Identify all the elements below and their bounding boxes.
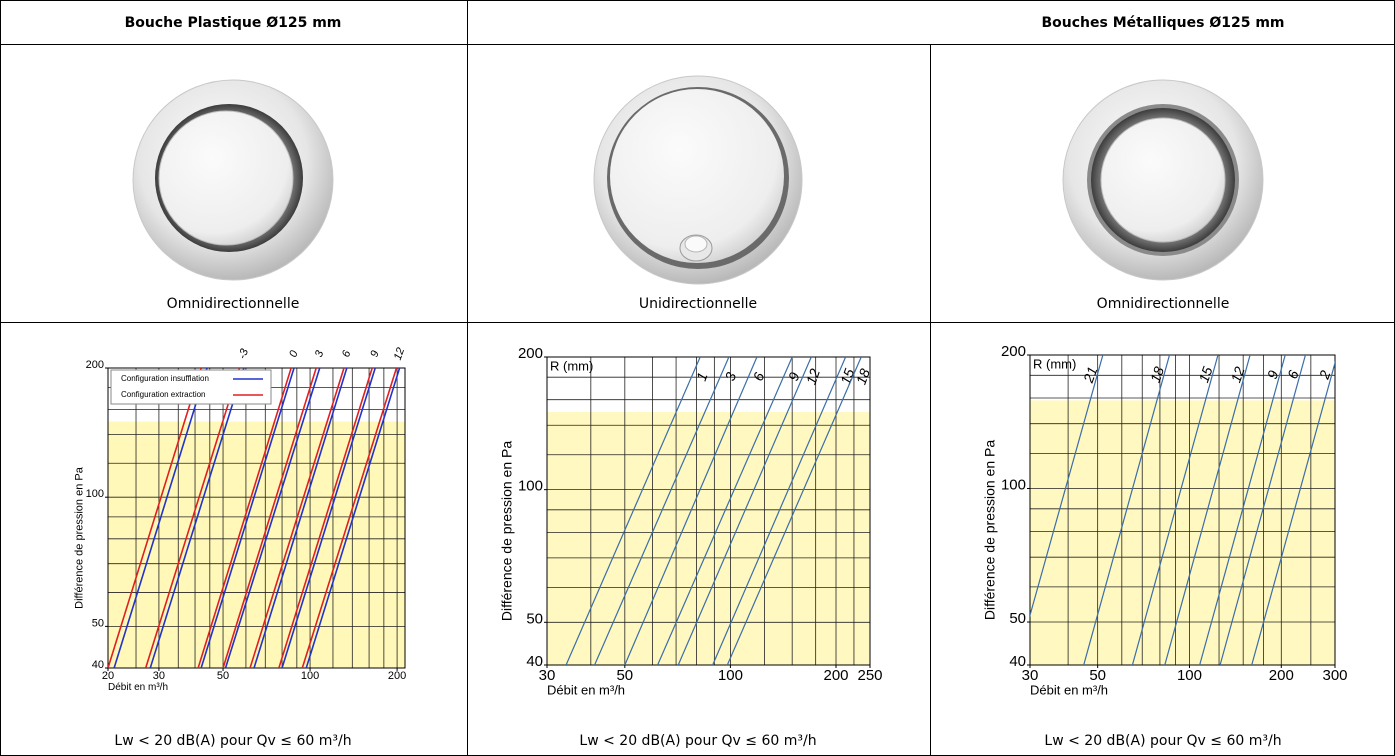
header: Bouches Métalliques Ø125 mm — [1041, 15, 1284, 31]
x-tick-label: 300 — [1322, 667, 1347, 684]
line-label: 12 — [392, 346, 407, 362]
y-axis-label: Différence de pression en Pa — [982, 440, 998, 621]
line-label: 6 — [340, 348, 354, 359]
legend-label: Configuration insufflation — [121, 374, 209, 383]
x-tick-label: 200 — [823, 667, 848, 684]
line-label: 3 — [313, 348, 327, 359]
y-tick-label: 200 — [1001, 343, 1026, 360]
comfort-zone — [547, 412, 870, 665]
x-tick-label: 100 — [718, 667, 743, 684]
note: Lw < 20 dB(A) pour Qv ≤ 60 m³/h — [114, 733, 351, 749]
line-label: 2 — [1315, 368, 1333, 382]
x-tick-label: 50 — [616, 667, 633, 684]
product-image — [133, 80, 333, 280]
x-tick-label: 250 — [857, 667, 882, 684]
y-tick-label: 100 — [86, 488, 104, 500]
line-label: 9 — [368, 349, 381, 359]
y-tick-label: 100 — [1001, 476, 1026, 493]
y-tick-label: 40 — [1009, 653, 1026, 670]
x-axis-label: Débit en m³/h — [1030, 683, 1108, 698]
caption: Omnidirectionnelle — [1097, 296, 1230, 312]
y-tick-label: 50 — [526, 610, 543, 627]
line-label: 12 — [1227, 364, 1247, 384]
product-image — [594, 76, 802, 284]
y-tick-label: 200 — [86, 359, 104, 371]
legend-label: Configuration extraction — [121, 390, 206, 399]
product-image — [1063, 80, 1263, 280]
caption: Unidirectionnelle — [639, 296, 757, 312]
r-label: R (mm) — [550, 358, 593, 373]
x-axis-label: Débit en m³/h — [108, 682, 168, 693]
header: Bouche Plastique Ø125 mm — [125, 15, 342, 31]
x-tick-label: 20 — [102, 670, 114, 682]
x-axis-label: Débit en m³/h — [547, 683, 625, 698]
page: Bouche Plastique Ø125 mm Bouches Métalli… — [0, 0, 1395, 756]
note: Lw < 20 dB(A) pour Qv ≤ 60 m³/h — [579, 733, 816, 749]
y-tick-label: 40 — [92, 659, 104, 671]
caption: Omnidirectionnelle — [167, 296, 300, 312]
line-label: 1 — [693, 370, 711, 383]
y-tick-label: 40 — [526, 653, 543, 670]
y-tick-label: 50 — [92, 617, 104, 629]
line-label: 18 — [1147, 364, 1167, 384]
y-axis-label: Différence de pression en Pa — [499, 441, 515, 622]
line-label: -3 — [236, 346, 251, 360]
line-label: 9 — [785, 370, 803, 383]
y-tick-label: 100 — [518, 478, 543, 495]
note: Lw < 20 dB(A) pour Qv ≤ 60 m³/h — [1044, 733, 1281, 749]
y-tick-label: 200 — [518, 345, 543, 362]
line-label: 15 — [1195, 364, 1215, 384]
x-tick-label: 200 — [388, 670, 406, 682]
x-tick-label: 100 — [301, 670, 319, 682]
line-label: 6 — [1284, 368, 1302, 381]
line-label: 9 — [1264, 368, 1282, 381]
x-tick-label: 50 — [1089, 667, 1106, 684]
y-axis-label: Différence de pression en Pa — [73, 466, 85, 609]
r-label: R (mm) — [1033, 356, 1076, 371]
x-tick-label: 30 — [153, 670, 165, 682]
x-tick-label: 50 — [217, 670, 229, 682]
y-tick-label: 50 — [1009, 610, 1026, 627]
x-tick-label: 200 — [1269, 667, 1294, 684]
comfort-zone — [1030, 400, 1335, 665]
line-label: 0 — [287, 348, 301, 359]
x-tick-label: 100 — [1177, 667, 1202, 684]
